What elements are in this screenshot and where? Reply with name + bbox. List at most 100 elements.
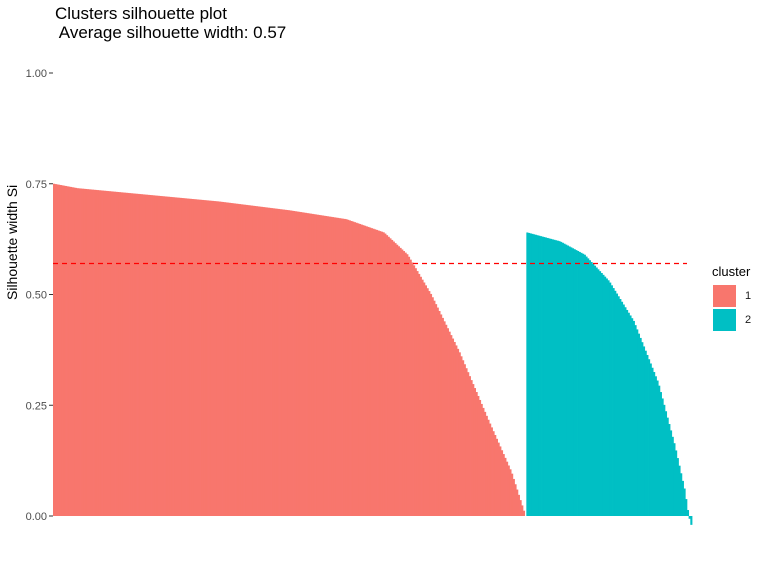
silhouette-bar [191, 198, 194, 517]
silhouette-bar [641, 342, 644, 516]
silhouette-bar [511, 473, 514, 516]
silhouette-bar [406, 254, 409, 517]
silhouette-bar [604, 276, 607, 516]
silhouette-bar [348, 220, 351, 516]
silhouette-bar [433, 300, 436, 516]
silhouette-bar [139, 194, 142, 516]
silhouette-bar [653, 372, 656, 516]
silhouette-bar [201, 199, 204, 516]
silhouette-bar [350, 220, 353, 517]
silhouette-bar [624, 307, 627, 516]
silhouette-bar [161, 196, 164, 516]
silhouette-bar [137, 193, 140, 516]
silhouette-bar [489, 423, 492, 516]
silhouette-bar [222, 201, 225, 516]
silhouette-bar [573, 249, 576, 516]
silhouette-bar [132, 193, 135, 516]
silhouette-bar [436, 307, 439, 516]
silhouette-bar [512, 478, 515, 516]
silhouette-bar [78, 188, 81, 516]
silhouette-bar [198, 199, 201, 516]
silhouette-bar [683, 488, 686, 516]
silhouette-bar [631, 318, 634, 516]
silhouette-bar [127, 192, 130, 516]
silhouette-bar [76, 188, 79, 516]
silhouette-bar [690, 516, 693, 525]
silhouette-bar [597, 269, 600, 516]
silhouette-bar [284, 209, 287, 517]
silhouette-bar [108, 191, 111, 516]
silhouette-bar [279, 209, 282, 517]
silhouette-bar [335, 217, 338, 517]
silhouette-bar [421, 279, 424, 516]
silhouette-bar [538, 235, 541, 516]
silhouette-bar [223, 202, 226, 516]
silhouette-bar [64, 185, 67, 516]
silhouette-bar [358, 223, 362, 516]
silhouette-bar [69, 186, 72, 516]
silhouette-bar [544, 237, 548, 516]
silhouette-bar [402, 251, 406, 516]
silhouette-bar [178, 197, 181, 516]
silhouette-bar [208, 200, 211, 516]
silhouette-bar [375, 229, 378, 517]
silhouette-bar [472, 384, 475, 516]
legend-swatch-1 [713, 285, 736, 307]
silhouette-bar [362, 225, 365, 516]
silhouette-bar [443, 321, 446, 516]
silhouette-bar [470, 380, 473, 516]
chart-title: Clusters silhouette plot Average silhoue… [55, 4, 287, 42]
silhouette-bar [242, 204, 245, 516]
silhouette-bar [325, 216, 328, 516]
silhouette-bar [196, 199, 199, 516]
silhouette-bar [237, 203, 240, 516]
silhouette-bar [609, 282, 612, 516]
silhouette-bar [274, 208, 277, 516]
silhouette-bar [331, 217, 335, 516]
silhouette-bar [93, 189, 96, 516]
silhouette-bar [632, 320, 635, 516]
silhouette-bar [460, 356, 463, 516]
silhouette-bar [269, 207, 272, 516]
silhouette-bar [566, 245, 569, 517]
silhouette-bar [281, 209, 284, 516]
silhouette-bar [90, 189, 93, 516]
silhouette-bar [519, 500, 522, 516]
silhouette-bar [63, 185, 66, 516]
silhouette-bar [484, 411, 487, 516]
silhouette-bar [357, 223, 360, 516]
silhouette-bar [593, 265, 597, 516]
y-tick-label: 0.00 [26, 511, 47, 523]
silhouette-bar [533, 234, 536, 516]
silhouette-bar [386, 235, 389, 516]
silhouette-bar [71, 187, 74, 517]
silhouette-bar [166, 196, 169, 516]
silhouette-bar [621, 301, 624, 516]
silhouette-bar [414, 268, 417, 516]
silhouette-bar [463, 364, 466, 516]
silhouette-bar [88, 189, 91, 517]
silhouette-bar [578, 251, 581, 516]
silhouette-bar [516, 489, 519, 516]
silhouette-bar [539, 236, 542, 516]
silhouette-bar [602, 274, 605, 516]
silhouette-bar [134, 193, 137, 516]
silhouette-bar [315, 214, 318, 516]
silhouette-bar [225, 202, 228, 516]
silhouette-bar [343, 218, 346, 516]
silhouette-bar [614, 290, 617, 516]
silhouette-bar [303, 212, 306, 516]
silhouette-bar [570, 247, 573, 516]
silhouette-bar [575, 250, 578, 517]
silhouette-bar [299, 212, 302, 517]
silhouette-bar [83, 188, 86, 516]
silhouette-bar [565, 244, 568, 516]
silhouette-bar [220, 201, 223, 516]
silhouette-bar [330, 216, 333, 516]
silhouette-bar [144, 194, 147, 517]
silhouette-bar [276, 208, 279, 517]
silhouette-bar [636, 329, 639, 516]
silhouette-bar [257, 206, 260, 516]
silhouette-bar [326, 216, 329, 516]
